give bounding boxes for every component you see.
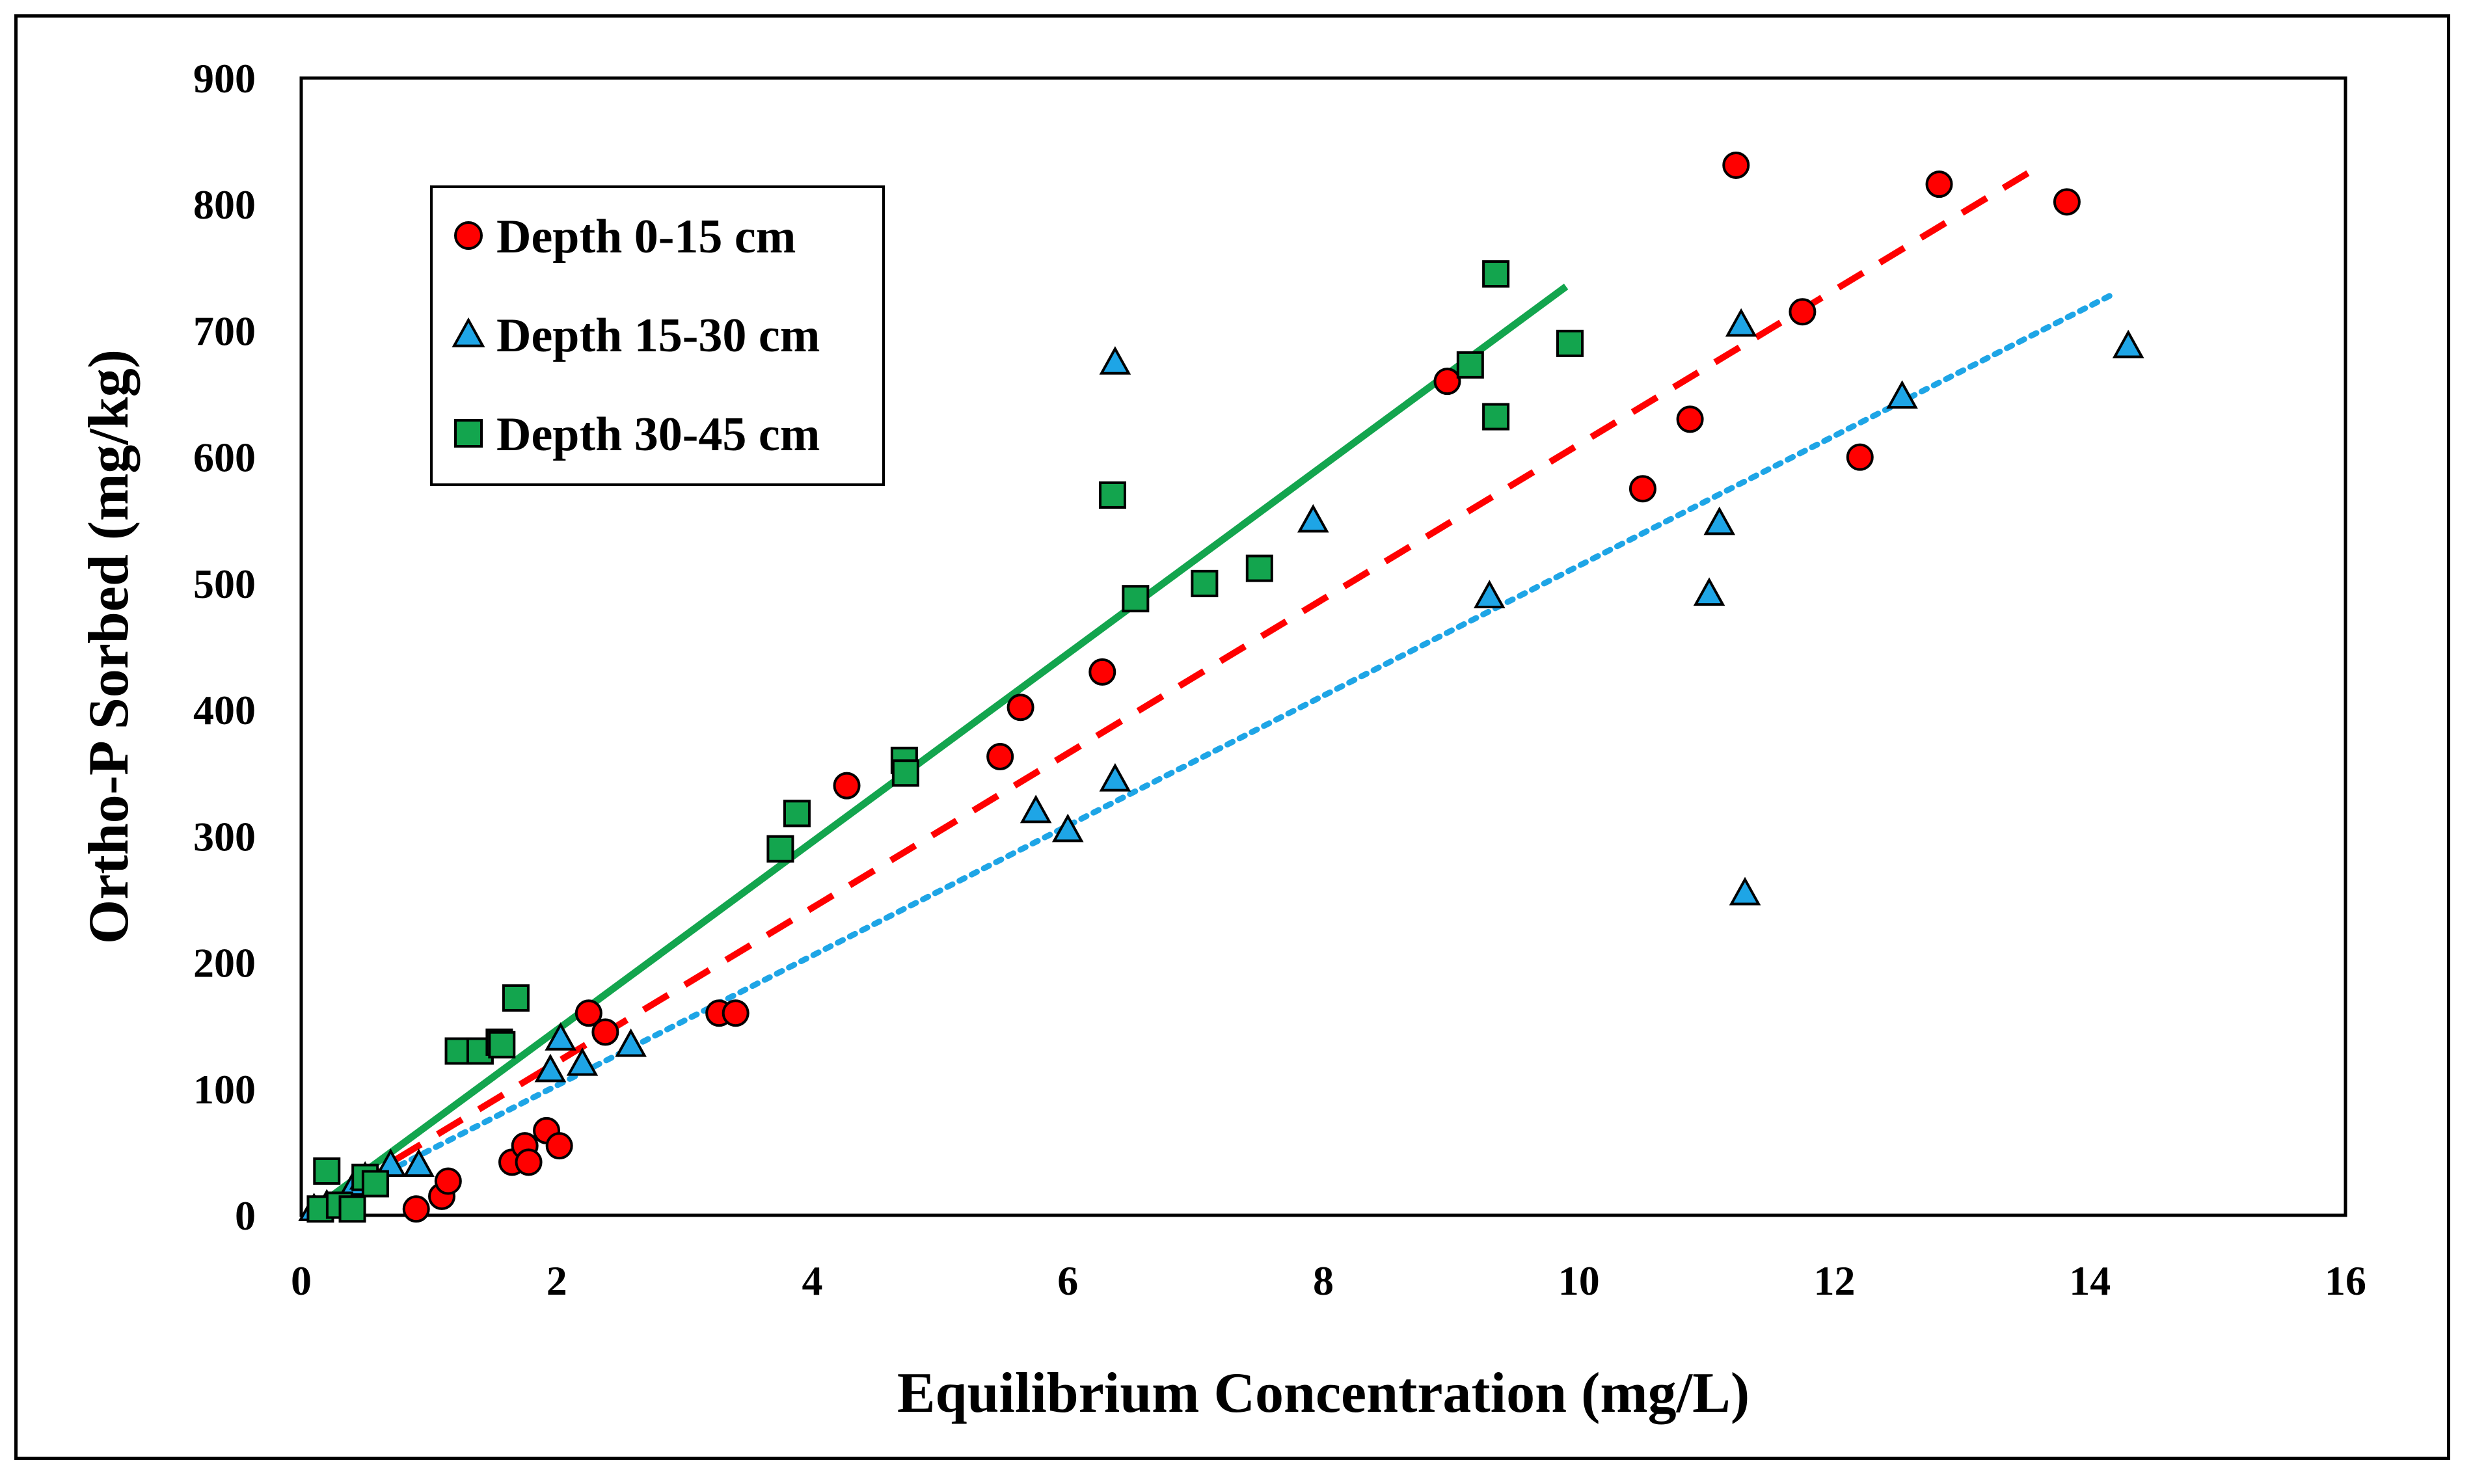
data-point-circle xyxy=(1007,694,1034,722)
data-point-triangle xyxy=(534,1053,567,1083)
data-point-square xyxy=(1098,481,1126,509)
data-point-triangle xyxy=(545,1022,576,1051)
data-point-triangle xyxy=(1693,577,1725,606)
data-point-triangle xyxy=(1297,504,1329,533)
y-axis-title: Ortho-P Sorbed (mg/kg) xyxy=(77,349,141,944)
x-tick-label: 14 xyxy=(2069,1258,2111,1304)
y-tick-label: 700 xyxy=(193,308,256,354)
legend-marker-circle xyxy=(454,221,483,250)
data-point-square xyxy=(1245,554,1273,582)
data-point-square xyxy=(1456,351,1484,379)
data-point-triangle xyxy=(1886,380,1918,409)
data-point-square xyxy=(1191,569,1219,597)
data-point-square xyxy=(338,1195,366,1223)
data-point-triangle xyxy=(615,1028,647,1057)
data-point-triangle xyxy=(1020,794,1052,824)
data-point-triangle xyxy=(1099,345,1131,375)
trendline-depth-15-30-cm xyxy=(311,290,2119,1212)
x-tick-label: 8 xyxy=(1313,1258,1334,1304)
data-point-square xyxy=(502,984,530,1012)
data-point-circle xyxy=(1846,443,1874,471)
legend-marker-triangle xyxy=(452,317,485,347)
data-point-triangle xyxy=(375,1148,407,1178)
legend: Depth 0-15 cm Depth 15-30 cm Depth 30-45 c… xyxy=(430,185,885,486)
data-point-square xyxy=(1482,260,1510,288)
data-point-circle xyxy=(1433,368,1461,396)
data-point-circle xyxy=(515,1148,543,1176)
y-axis-ticks: 0 100 200 300 400 500 600 700 800 900 xyxy=(193,55,256,1239)
x-tick-label: 4 xyxy=(802,1258,823,1304)
data-point-triangle xyxy=(566,1047,599,1076)
data-point-square xyxy=(1556,329,1584,357)
data-point-circle xyxy=(1676,405,1704,433)
data-point-square xyxy=(488,1031,516,1059)
x-tick-label: 16 xyxy=(2325,1258,2366,1304)
legend-marker-square xyxy=(454,419,483,448)
data-point-triangle xyxy=(1703,506,1736,535)
data-point-circle xyxy=(1088,658,1116,686)
legend-label: Depth 15-30 cm xyxy=(496,309,820,362)
data-point-circle xyxy=(1628,475,1656,503)
data-point-circle xyxy=(833,772,861,800)
legend-box xyxy=(430,185,885,486)
y-tick-label: 900 xyxy=(193,55,256,101)
data-point-square xyxy=(783,800,811,828)
y-tick-label: 0 xyxy=(235,1193,256,1239)
data-point-circle xyxy=(2053,188,2081,216)
trendline-depth-30-45-cm xyxy=(312,284,1569,1212)
x-axis-title: Equilibrium Concentration (mg/L) xyxy=(897,1362,1750,1425)
data-point-square xyxy=(891,759,919,787)
data-point-circle xyxy=(402,1195,430,1223)
y-tick-label: 300 xyxy=(193,813,256,859)
data-point-circle xyxy=(1722,152,1750,180)
chart-frame xyxy=(14,14,2450,1460)
data-point-circle xyxy=(722,999,750,1027)
y-tick-label: 200 xyxy=(193,940,256,986)
legend-label: Depth 30-45 cm xyxy=(496,408,820,461)
data-point-circle xyxy=(434,1167,462,1195)
data-point-square xyxy=(766,835,794,863)
data-point-square xyxy=(1122,585,1150,613)
y-tick-label: 800 xyxy=(193,182,256,228)
data-point-square xyxy=(361,1170,389,1198)
data-point-circle xyxy=(574,999,602,1027)
x-tick-label: 6 xyxy=(1057,1258,1078,1304)
data-point-triangle xyxy=(1473,580,1506,609)
data-point-circle xyxy=(591,1018,619,1046)
x-tick-label: 0 xyxy=(291,1258,312,1304)
y-tick-label: 100 xyxy=(193,1066,256,1113)
data-point-square xyxy=(313,1157,341,1185)
data-point-circle xyxy=(1925,170,1953,198)
trendlines xyxy=(311,163,2119,1212)
data-point-triangle xyxy=(1725,308,1757,337)
data-point-triangle xyxy=(1729,876,1761,906)
x-tick-label: 2 xyxy=(547,1258,567,1304)
y-tick-label: 400 xyxy=(193,687,256,733)
x-axis-ticks: 0 2 4 6 8 10 12 14 16 xyxy=(291,1258,2366,1304)
data-point-square xyxy=(1482,403,1510,431)
y-tick-label: 600 xyxy=(193,435,256,481)
x-tick-label: 12 xyxy=(1814,1258,1856,1304)
data-point-triangle xyxy=(403,1148,435,1178)
y-tick-label: 500 xyxy=(193,561,256,607)
data-point-circle xyxy=(545,1132,573,1160)
x-tick-label: 10 xyxy=(1558,1258,1600,1304)
data-point-triangle xyxy=(2112,329,2144,358)
legend-label: Depth 0-15 cm xyxy=(496,210,796,263)
data-point-circle xyxy=(1789,298,1817,326)
data-point-triangle xyxy=(1099,762,1131,792)
plot-area xyxy=(299,76,2347,1217)
data-points xyxy=(298,152,2144,1223)
data-point-circle xyxy=(986,742,1014,770)
data-point-triangle xyxy=(1051,813,1084,843)
